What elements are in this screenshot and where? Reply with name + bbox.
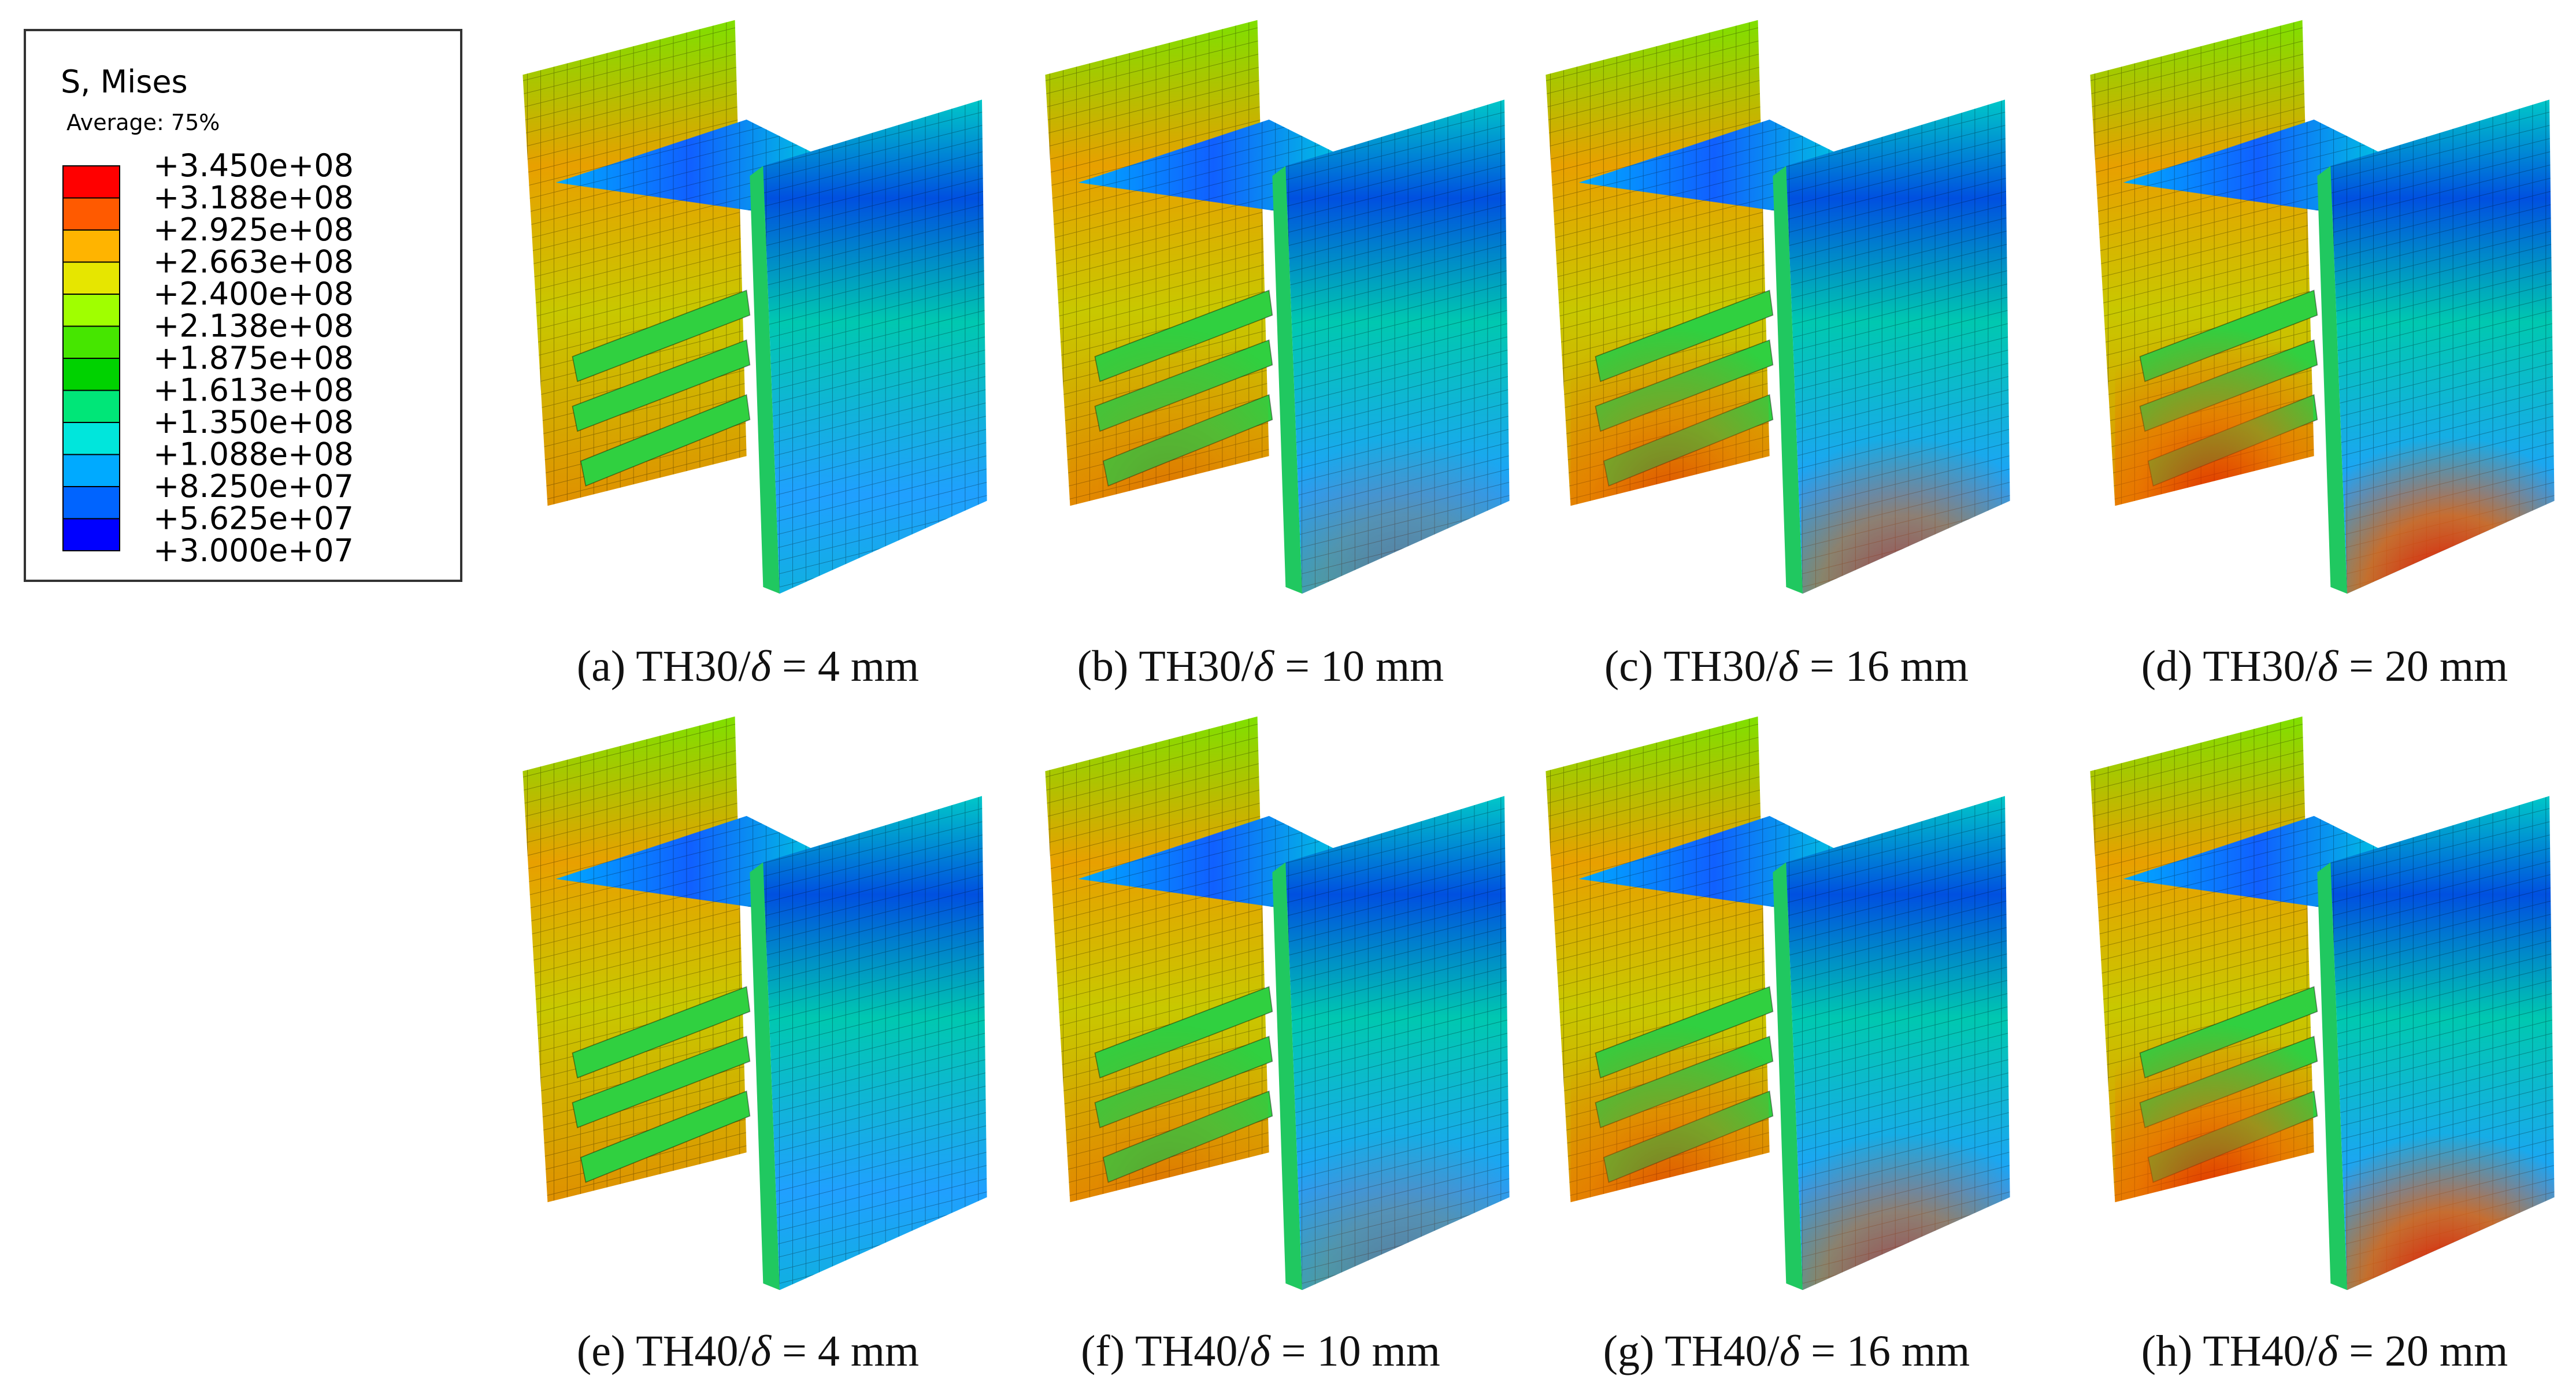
fe-contour-plot — [521, 19, 988, 595]
caption-text: TH40/ — [1665, 1327, 1780, 1375]
caption-value: = 10 mm — [1270, 1327, 1440, 1375]
caption-text: TH40/ — [1135, 1327, 1250, 1375]
caption-symbol: δ — [1250, 1327, 1271, 1375]
legend-label: +2.925e+08 — [153, 212, 354, 248]
legend-swatch — [62, 390, 120, 423]
legend-swatch — [62, 454, 120, 487]
panel-caption: (e) TH40/δ = 4 mm — [577, 1327, 919, 1375]
legend-swatch — [62, 358, 120, 391]
caption-symbol: δ — [2318, 1327, 2339, 1375]
caption-label: (h) — [2141, 1327, 2193, 1375]
caption-symbol: δ — [2318, 642, 2339, 691]
caption-label: (c) — [1604, 642, 1653, 691]
fe-contour-plot — [2089, 19, 2556, 595]
caption-text: TH30/ — [2203, 642, 2318, 691]
legend-label: +1.350e+08 — [153, 404, 354, 440]
panel-caption: (d) TH30/δ = 20 mm — [2141, 642, 2508, 691]
fe-contour-plot — [1044, 19, 1511, 595]
caption-label: (a) — [577, 642, 625, 691]
panel-caption: (g) TH40/δ = 16 mm — [1603, 1327, 1970, 1375]
caption-text: TH30/ — [1139, 642, 1254, 691]
caption-label: (f) — [1081, 1327, 1125, 1375]
legend-swatch — [62, 165, 120, 199]
panels: (a) TH30/δ = 4 mm (b) TH30/δ = 10 mm (c) TH30… — [521, 19, 2556, 1375]
legend-swatch — [62, 197, 120, 231]
caption-text: TH30/ — [636, 642, 751, 691]
caption-symbol: δ — [1780, 1327, 1801, 1375]
legend-swatch — [62, 229, 120, 263]
panel-caption: (f) TH40/δ = 10 mm — [1081, 1327, 1440, 1375]
panel-caption: (c) TH30/δ = 16 mm — [1604, 642, 1969, 691]
legend-label: +2.663e+08 — [153, 244, 354, 280]
caption-symbol: δ — [1778, 642, 1800, 691]
caption-symbol: δ — [751, 642, 772, 691]
legend-label: +1.088e+08 — [153, 436, 354, 473]
legend-swatch — [62, 518, 120, 551]
legend-label: +3.188e+08 — [153, 180, 354, 216]
legend-label: +3.000e+07 — [153, 532, 354, 569]
legend-label: +2.400e+08 — [153, 276, 354, 312]
legend-swatch — [62, 294, 120, 327]
caption-value: = 10 mm — [1274, 642, 1444, 691]
caption-value: = 4 mm — [771, 1327, 919, 1375]
caption-symbol: δ — [751, 1327, 772, 1375]
caption-value: = 20 mm — [2338, 1327, 2508, 1375]
legend-title: S, Mises — [61, 64, 188, 100]
legend-subtitle: Average: 75% — [66, 110, 220, 135]
caption-value: = 16 mm — [1800, 1327, 1970, 1375]
caption-label: (d) — [2141, 642, 2193, 691]
caption-value: = 16 mm — [1799, 642, 1969, 691]
caption-label: (b) — [1077, 642, 1129, 691]
fe-contour-plot — [1044, 715, 1511, 1291]
panel-caption: (b) TH30/δ = 10 mm — [1077, 642, 1444, 691]
caption-text: TH40/ — [2203, 1327, 2318, 1375]
caption-label: (g) — [1603, 1327, 1655, 1375]
legend: +3.450e+08+3.188e+08+2.925e+08+2.663e+08… — [62, 147, 354, 569]
caption-label: (e) — [577, 1327, 625, 1375]
fe-contour-plot — [2089, 715, 2556, 1291]
legend-label: +1.875e+08 — [153, 340, 354, 376]
fe-contour-plot — [521, 715, 988, 1291]
fe-contour-plot — [1544, 19, 2011, 595]
caption-symbol: δ — [1254, 642, 1275, 691]
legend-swatch — [62, 422, 120, 455]
caption-text: TH40/ — [636, 1327, 751, 1375]
legend-label: +3.450e+08 — [153, 147, 354, 184]
panel-caption: (a) TH30/δ = 4 mm — [577, 642, 919, 691]
legend-label: +8.250e+07 — [153, 468, 354, 505]
panel-caption: (h) TH40/δ = 20 mm — [2141, 1327, 2508, 1375]
legend-label: +1.613e+08 — [153, 372, 354, 409]
legend-label: +5.625e+07 — [153, 500, 354, 537]
legend-swatch — [62, 325, 120, 359]
caption-value: = 20 mm — [2338, 642, 2508, 691]
caption-value: = 4 mm — [771, 642, 919, 691]
legend-swatch — [62, 486, 120, 520]
legend-label: +2.138e+08 — [153, 308, 354, 344]
fe-contour-plot — [1544, 715, 2011, 1291]
legend-swatch — [62, 261, 120, 295]
caption-text: TH30/ — [1663, 642, 1778, 691]
